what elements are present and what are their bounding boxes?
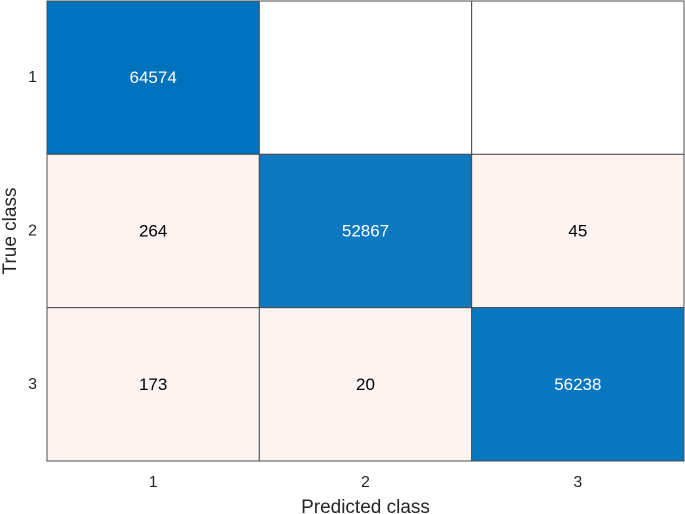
- heatmap-cell-1-2: [258, 0, 473, 155]
- x-tick-label: 2: [361, 474, 370, 491]
- cell-value-2-2: 52867: [342, 222, 389, 241]
- heatmap-cell-2-2: [258, 153, 473, 309]
- y-tick-label: 3: [28, 376, 37, 393]
- heatmap-cell-1-1: [46, 0, 260, 155]
- y-tick-label: 1: [28, 69, 37, 86]
- y-tick-label: 2: [28, 223, 37, 240]
- y-tick-labels: 1 2 3: [28, 69, 37, 393]
- cell-value-2-1: 264: [139, 222, 167, 241]
- x-tick-label: 3: [573, 474, 582, 491]
- cell-value-3-3: 56238: [554, 375, 601, 394]
- heatmap-cell-3-2: [258, 307, 473, 462]
- x-axis-label: Predicted class: [301, 497, 430, 514]
- cell-value-3-2: 20: [356, 375, 375, 394]
- heatmap-cell-1-3: [471, 0, 685, 155]
- x-tick-labels: 1 2 3: [149, 474, 583, 491]
- heatmap-cell-2-3: [471, 153, 685, 309]
- heatmap-cell-2-1: [46, 153, 260, 309]
- cell-value-1-1: 64574: [130, 68, 177, 87]
- cell-value-3-1: 173: [139, 375, 167, 394]
- cell-value-2-3: 45: [568, 222, 587, 241]
- heatmap-cell-3-3: [471, 307, 685, 462]
- heatmap-cells: 64574 264 52867 45 173 20 56238: [46, 0, 685, 462]
- heatmap-cell-3-1: [46, 307, 260, 462]
- x-tick-label: 1: [149, 474, 158, 491]
- y-axis-label: True class: [0, 188, 21, 275]
- plot-frame: [46, 0, 685, 462]
